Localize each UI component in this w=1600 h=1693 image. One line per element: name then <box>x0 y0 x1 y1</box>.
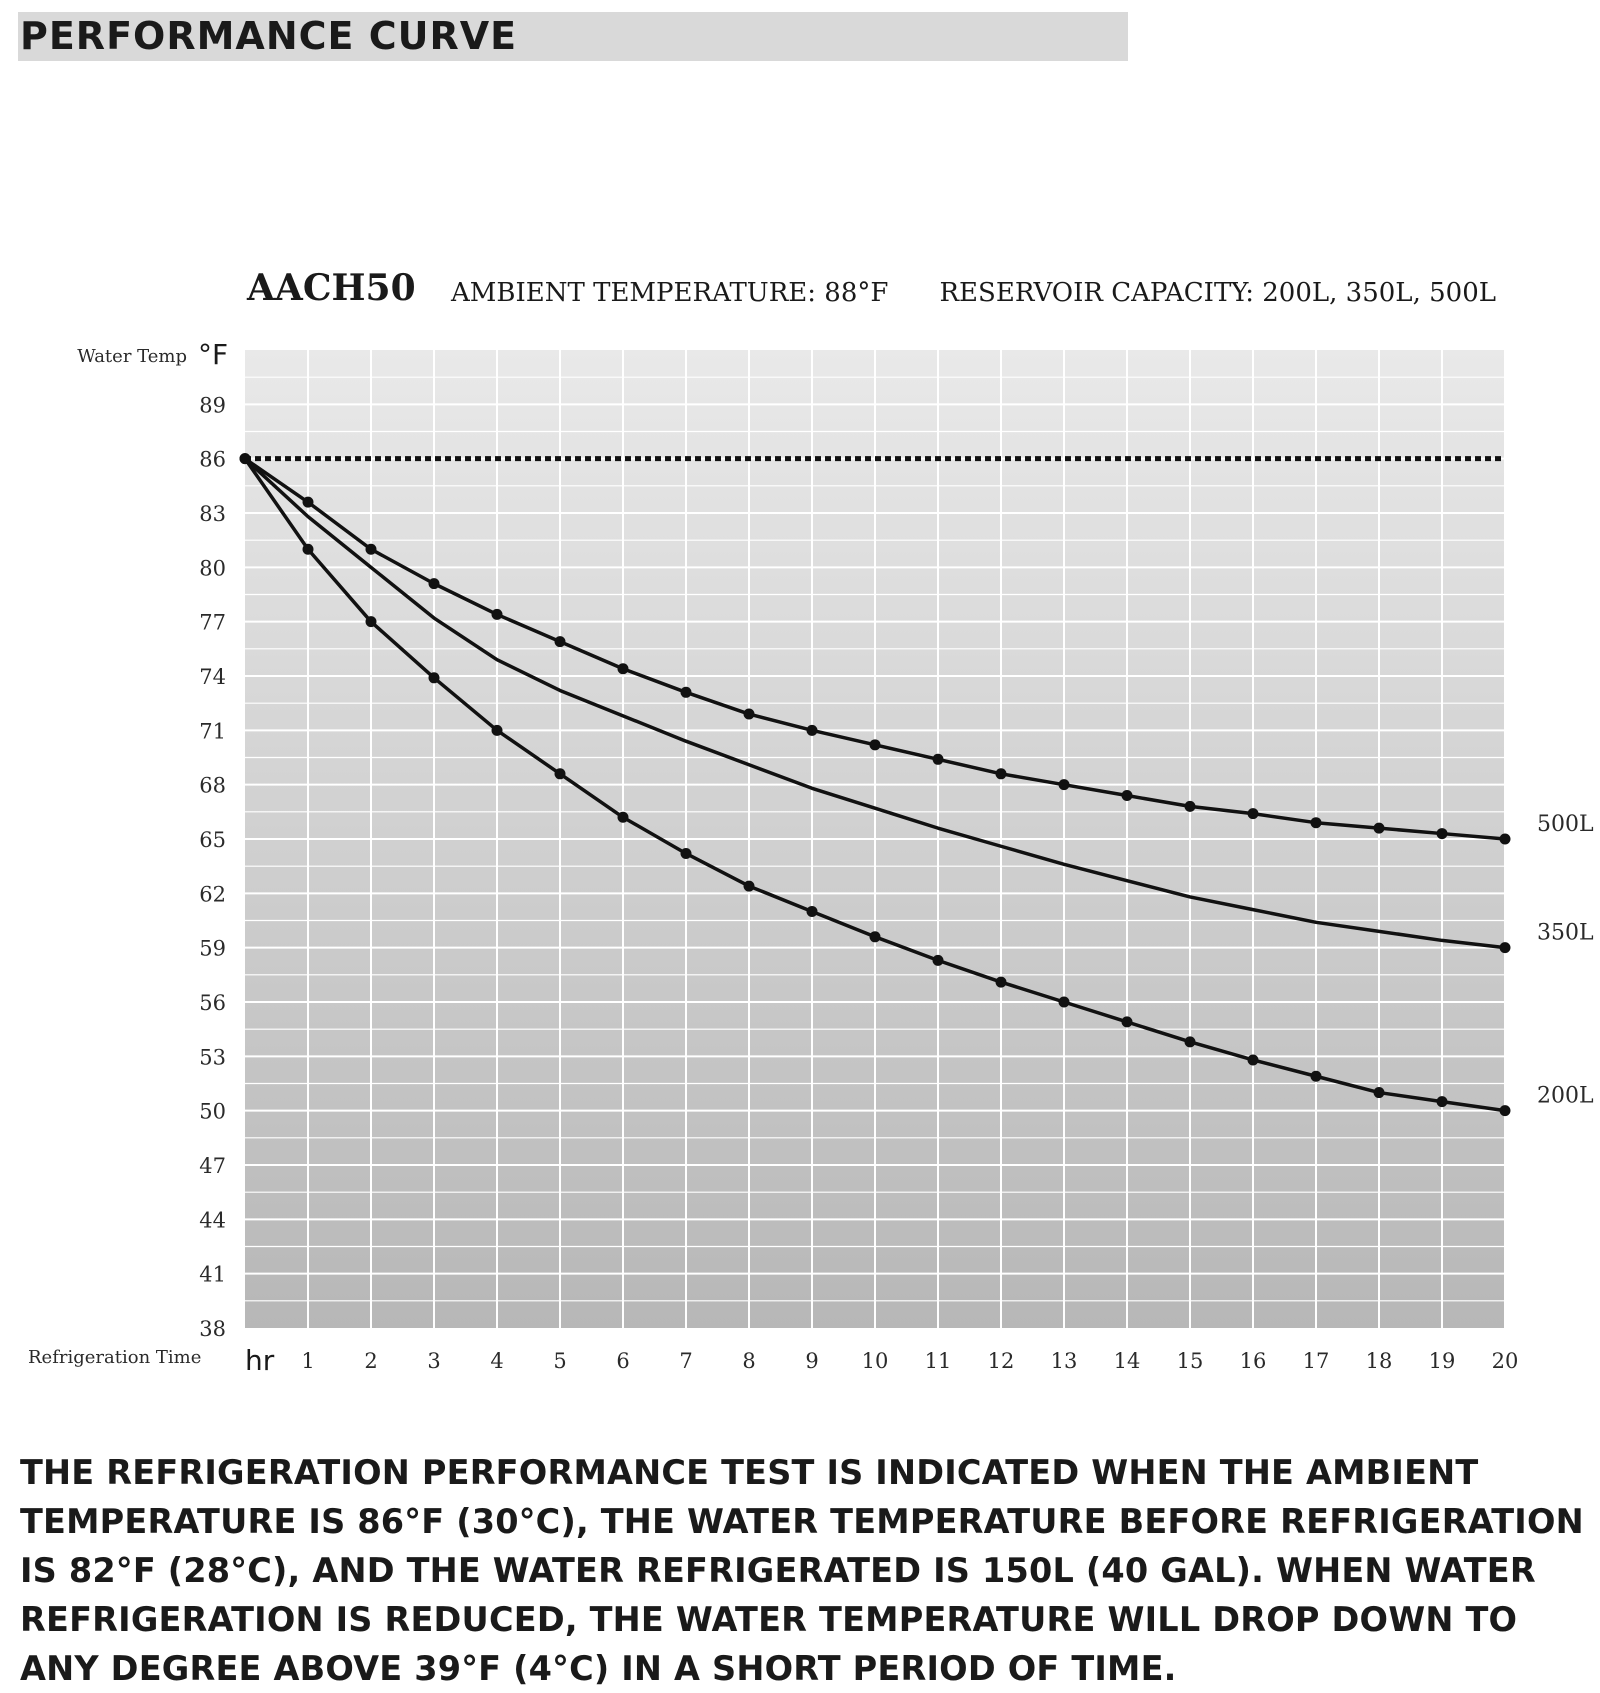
header-bar <box>18 12 1128 61</box>
data-point <box>1373 822 1385 834</box>
x-tick-label: 6 <box>616 1349 629 1373</box>
data-point <box>1499 1105 1511 1117</box>
chart-model: AACH50 <box>246 267 416 309</box>
x-tick-label: 15 <box>1177 1349 1204 1373</box>
y-tick-label: 71 <box>199 719 226 743</box>
data-point <box>680 686 692 698</box>
x-tick-label: 2 <box>364 1349 377 1373</box>
x-tick-label: 13 <box>1051 1349 1078 1373</box>
x-tick-label: 11 <box>925 1349 952 1373</box>
y-tick-label: 74 <box>199 665 226 689</box>
y-tick-labels: 38 41 44 47 50 53 56 59 62 65 68 71 74 77 80 83 86 89 <box>199 393 226 1341</box>
data-point <box>1121 790 1133 802</box>
series-label: 500L <box>1537 812 1594 837</box>
x-tick-label: 8 <box>742 1349 755 1373</box>
data-point <box>1436 828 1448 840</box>
data-point <box>1310 1070 1322 1082</box>
data-point <box>302 543 314 555</box>
data-point <box>617 811 629 823</box>
data-point <box>1184 800 1196 812</box>
data-point <box>302 496 314 508</box>
page-title: PERFORMANCE CURVE <box>20 14 518 58</box>
x-axis-label: Refrigeration Time <box>28 1347 201 1368</box>
y-tick-label: 68 <box>199 774 226 798</box>
chart-capacity: RESERVOIR CAPACITY: 200L, 350L, 500L <box>939 278 1496 308</box>
data-point <box>491 724 503 736</box>
y-axis-label: Water Temp <box>77 346 187 367</box>
y-tick-label: 47 <box>199 1154 226 1178</box>
y-tick-label: 56 <box>199 991 226 1015</box>
data-point <box>1436 1096 1448 1108</box>
y-tick-label: 89 <box>199 393 226 417</box>
data-point <box>1184 1036 1196 1048</box>
data-point <box>428 578 440 590</box>
data-point <box>491 608 503 620</box>
y-tick-label: 80 <box>199 556 226 580</box>
data-point <box>1499 833 1511 845</box>
footer-note: THE REFRIGERATION PERFORMANCE TEST IS IN… <box>20 1453 1584 1688</box>
data-point <box>743 880 755 892</box>
data-point <box>1373 1087 1385 1099</box>
data-point <box>806 905 818 917</box>
data-point <box>1499 942 1511 954</box>
data-point <box>1247 808 1259 820</box>
y-tick-label: 62 <box>199 882 226 906</box>
x-tick-label: 4 <box>490 1349 503 1373</box>
x-tick-label: 20 <box>1492 1349 1519 1373</box>
y-tick-label: 41 <box>199 1263 226 1287</box>
chart-ambient: AMBIENT TEMPERATURE: 88°F <box>450 278 888 308</box>
y-tick-label: 77 <box>199 611 226 635</box>
x-axis-unit: hr <box>245 1344 275 1377</box>
data-point <box>617 663 629 675</box>
x-tick-label: 10 <box>862 1349 889 1373</box>
data-point <box>1058 996 1070 1008</box>
y-tick-label: 44 <box>199 1208 226 1232</box>
series-label: 350L <box>1537 921 1594 946</box>
x-tick-label: 19 <box>1429 1349 1456 1373</box>
data-point <box>995 976 1007 988</box>
data-point <box>428 672 440 684</box>
data-point <box>1310 817 1322 829</box>
grid <box>245 350 1506 1328</box>
y-tick-label: 65 <box>199 828 226 852</box>
data-point <box>1121 1016 1133 1028</box>
x-tick-label: 18 <box>1366 1349 1393 1373</box>
x-tick-label: 1 <box>301 1349 314 1373</box>
data-point <box>365 616 377 628</box>
y-tick-label: 86 <box>199 448 226 472</box>
data-point <box>932 954 944 966</box>
data-point <box>239 453 251 465</box>
y-tick-label: 53 <box>199 1045 226 1069</box>
data-point <box>680 847 692 859</box>
x-tick-labels: 1 2 3 4 5 6 7 8 9 10 11 12 13 14 15 16 17 18 19 20 <box>301 1349 1518 1373</box>
data-point <box>806 724 818 736</box>
data-point <box>995 768 1007 780</box>
y-tick-label: 83 <box>199 502 226 526</box>
y-tick-label: 38 <box>199 1317 226 1341</box>
data-point <box>743 708 755 720</box>
x-tick-label: 3 <box>427 1349 440 1373</box>
series-group: 500L 350L 200L <box>239 453 1594 1117</box>
series-label: 200L <box>1537 1084 1594 1109</box>
y-tick-label: 50 <box>199 1100 226 1124</box>
data-point <box>1247 1054 1259 1066</box>
x-tick-label: 14 <box>1114 1349 1141 1373</box>
y-axis-unit: °F <box>198 338 228 371</box>
data-point <box>1058 779 1070 791</box>
x-tick-label: 7 <box>679 1349 692 1373</box>
data-point <box>932 753 944 765</box>
data-point <box>554 636 566 648</box>
y-tick-label: 59 <box>199 937 226 961</box>
x-tick-label: 17 <box>1303 1349 1330 1373</box>
data-point <box>554 768 566 780</box>
x-tick-label: 9 <box>805 1349 818 1373</box>
data-point <box>365 543 377 555</box>
x-tick-label: 16 <box>1240 1349 1267 1373</box>
x-tick-label: 5 <box>553 1349 566 1373</box>
performance-chart: AACH50 AMBIENT TEMPERATURE: 88°F RESERVO… <box>28 267 1594 1377</box>
data-point <box>869 931 881 943</box>
x-tick-label: 12 <box>988 1349 1015 1373</box>
series-line-350L <box>243 457 1506 950</box>
data-point <box>869 739 881 751</box>
